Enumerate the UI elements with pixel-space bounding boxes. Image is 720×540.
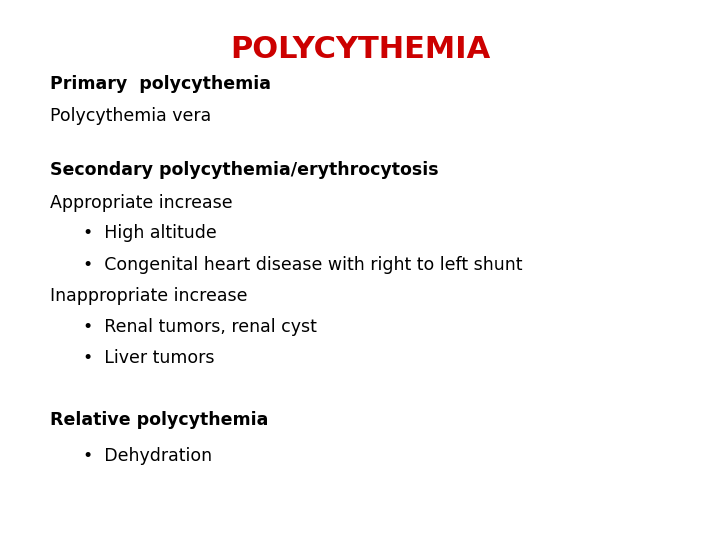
Text: •  High altitude: • High altitude (83, 224, 217, 242)
Text: Relative polycythemia: Relative polycythemia (50, 411, 269, 429)
Text: Secondary polycythemia/erythrocytosis: Secondary polycythemia/erythrocytosis (50, 161, 439, 179)
Text: Polycythemia vera: Polycythemia vera (50, 107, 212, 125)
Text: Appropriate increase: Appropriate increase (50, 193, 233, 212)
Text: Primary  polycythemia: Primary polycythemia (50, 75, 271, 93)
Text: •  Congenital heart disease with right to left shunt: • Congenital heart disease with right to… (83, 255, 522, 274)
Text: POLYCYTHEMIA: POLYCYTHEMIA (230, 35, 490, 64)
Text: •  Liver tumors: • Liver tumors (83, 349, 215, 367)
Text: •  Dehydration: • Dehydration (83, 447, 212, 465)
Text: Inappropriate increase: Inappropriate increase (50, 287, 248, 305)
Text: •  Renal tumors, renal cyst: • Renal tumors, renal cyst (83, 318, 317, 336)
